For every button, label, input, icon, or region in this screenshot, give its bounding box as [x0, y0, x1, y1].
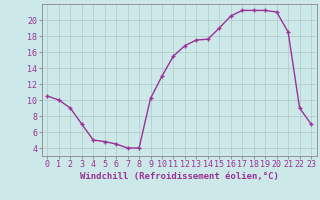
- X-axis label: Windchill (Refroidissement éolien,°C): Windchill (Refroidissement éolien,°C): [80, 172, 279, 181]
